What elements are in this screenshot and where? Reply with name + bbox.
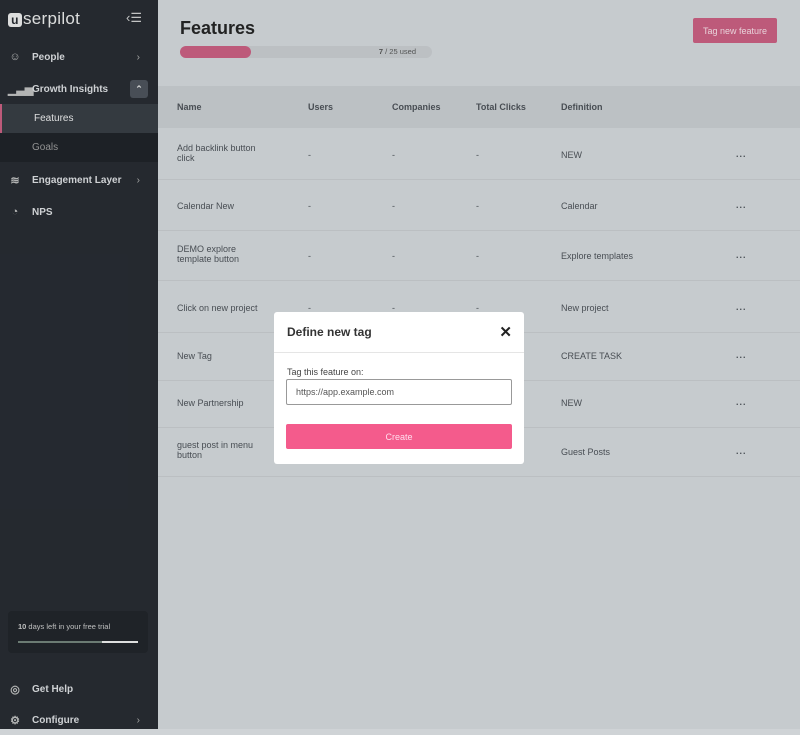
- usage-label: 7 / 25 used: [378, 47, 416, 56]
- cell-users: -: [308, 201, 311, 211]
- layers-icon: ≋: [10, 174, 20, 187]
- cell-definition: CREATE TASK: [561, 351, 623, 361]
- chevron-right-icon: ›: [136, 714, 140, 726]
- more-options-icon[interactable]: ...: [736, 446, 747, 456]
- trial-box: 10 days left in your free trial: [8, 611, 148, 653]
- chevron-right-icon: ›: [136, 174, 140, 186]
- sidebar-item-nps[interactable]: ◔ NPS: [0, 197, 158, 227]
- create-button[interactable]: Create: [286, 424, 512, 449]
- cell-definition: Explore templates: [561, 251, 634, 261]
- sidebar-item-label: Configure: [32, 714, 80, 726]
- chevron-up-icon[interactable]: ⌃: [130, 80, 148, 98]
- cell-clicks: -: [476, 201, 479, 211]
- sidebar: u serpilot ‹☰ ☺ People › ▁▃▅ Growth Insights…: [0, 0, 158, 729]
- url-label: Tag this feature on:: [287, 367, 364, 377]
- sidebar-item-engagement-layer[interactable]: ≋ Engagement Layer ›: [0, 165, 158, 195]
- column-companies[interactable]: Companies: [392, 102, 441, 112]
- cell-name: New Tag: [177, 351, 212, 361]
- column-name[interactable]: Name: [177, 102, 202, 112]
- more-options-icon[interactable]: ...: [736, 149, 747, 159]
- sidebar-item-growth-insights[interactable]: ▁▃▅ Growth Insights ⌃: [0, 74, 158, 104]
- sidebar-item-people[interactable]: ☺ People ›: [0, 42, 158, 72]
- chevron-right-icon: ›: [136, 51, 140, 63]
- people-icon: ☺: [9, 51, 21, 63]
- cell-users: -: [308, 150, 311, 160]
- sidebar-item-label: NPS: [32, 206, 53, 218]
- table-row[interactable]: DEMO explore template button - - - Explore t…: [158, 231, 800, 281]
- pie-icon: ◔: [11, 206, 19, 218]
- sidebar-item-get-help[interactable]: ◎ Get Help: [0, 674, 158, 704]
- more-options-icon[interactable]: ...: [736, 397, 747, 407]
- sidebar-item-label: Get Help: [32, 683, 74, 695]
- trial-progress: [18, 641, 138, 643]
- cell-clicks: -: [476, 150, 479, 160]
- more-options-icon[interactable]: ...: [736, 200, 747, 210]
- trial-text: days left in your free trial: [26, 622, 111, 631]
- usage-progress-bar: 7 / 25 used: [180, 46, 432, 58]
- cell-name: DEMO explore template button: [177, 244, 240, 264]
- cell-name: Add backlink button click: [177, 143, 256, 163]
- cell-name: Calendar New: [177, 201, 235, 211]
- cell-definition: New project: [561, 303, 609, 313]
- lifebuoy-icon: ◎: [10, 683, 20, 696]
- cell-definition: Calendar: [561, 201, 598, 211]
- column-users[interactable]: Users: [308, 102, 334, 112]
- more-options-icon[interactable]: ...: [736, 350, 747, 360]
- column-definition[interactable]: Definition: [561, 102, 603, 112]
- table-row[interactable]: Calendar New - - - Calendar...: [158, 181, 800, 231]
- more-options-icon[interactable]: ...: [736, 302, 747, 312]
- url-input[interactable]: [286, 379, 512, 405]
- cell-definition: Guest Posts: [561, 447, 611, 457]
- main-content: Features 7 / 25 used Tag new feature Nam…: [158, 0, 800, 729]
- cell-users: -: [308, 251, 311, 261]
- userpilot-logo: u serpilot: [8, 9, 80, 29]
- cell-clicks: -: [476, 303, 479, 313]
- cell-definition: NEW: [561, 150, 582, 160]
- cell-definition: NEW: [561, 398, 582, 408]
- sidebar-item-label: People: [32, 51, 65, 63]
- cell-companies: -: [392, 251, 395, 261]
- sidebar-subitem-features[interactable]: Features: [0, 104, 158, 133]
- modal-title: Define new tag: [287, 325, 372, 339]
- page-title: Features: [180, 18, 256, 38]
- column-total-clicks[interactable]: Total Clicks: [476, 102, 526, 112]
- table-header: Name Users Companies Total Clicks Defini…: [158, 86, 800, 128]
- table-row[interactable]: guest post in menu button Guest Posts...: [158, 427, 800, 477]
- sidebar-item-configure[interactable]: ⚙ Configure ›: [0, 705, 158, 735]
- define-tag-modal: Define new tag ✕ Tag this feature on: Cre…: [274, 312, 524, 464]
- trial-days: 10: [18, 622, 27, 631]
- sidebar-item-label: Engagement Layer: [32, 174, 122, 186]
- sidebar-subitem-goals[interactable]: Goals: [0, 133, 158, 162]
- cell-name: New Partnership: [177, 398, 244, 408]
- table-row[interactable]: Add backlink button click - - - NEW...: [158, 130, 800, 180]
- tag-new-feature-button[interactable]: Tag new feature: [693, 18, 777, 43]
- collapse-sidebar-icon[interactable]: ‹☰: [126, 10, 142, 25]
- cell-name: Click on new project: [177, 303, 258, 313]
- close-icon[interactable]: ✕: [499, 324, 512, 341]
- cell-clicks: -: [476, 251, 479, 261]
- cell-companies: -: [392, 150, 395, 160]
- cell-companies: -: [392, 303, 395, 313]
- gear-icon: ⚙: [10, 714, 20, 727]
- more-options-icon[interactable]: ...: [736, 250, 747, 260]
- cell-users: -: [308, 303, 311, 313]
- sidebar-item-label: Growth Insights: [32, 83, 109, 95]
- cell-companies: -: [392, 201, 395, 211]
- cell-name: guest post in menu button: [177, 440, 254, 460]
